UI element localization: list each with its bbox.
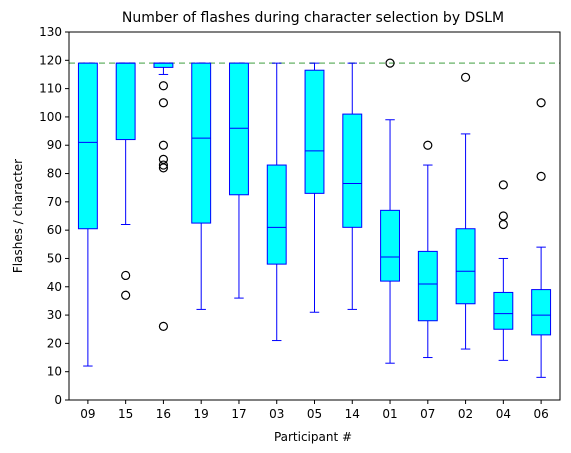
box-iqr — [342, 113, 363, 228]
outlier-point — [158, 163, 169, 173]
y-tick-label: 120 — [39, 53, 62, 67]
y-tick-label: 20 — [47, 336, 62, 350]
box-iqr — [380, 209, 400, 282]
box-iqr — [229, 62, 249, 196]
box-iqr — [191, 62, 212, 224]
box-05 — [304, 62, 325, 313]
x-axis: 09 15 16 19 17 03 05 14 01 07 02 04 06 — [80, 400, 549, 421]
y-tick-label: 50 — [47, 251, 62, 265]
box-06 — [531, 98, 552, 378]
chart-title: Number of flashes during character selec… — [122, 10, 504, 26]
x-tick-label: 19 — [194, 407, 209, 421]
box-iqr — [266, 164, 287, 265]
x-axis-label: Participant # — [274, 430, 352, 444]
box-17 — [229, 62, 249, 299]
x-tick-label: 03 — [269, 407, 284, 421]
y-tick-label: 130 — [39, 25, 62, 39]
box-09 — [77, 62, 98, 367]
box-15 — [115, 62, 136, 300]
y-tick-label: 100 — [39, 110, 62, 124]
x-tick-label: 09 — [80, 407, 95, 421]
y-tick-label: 90 — [47, 138, 62, 152]
outlier-point — [121, 270, 131, 281]
box-iqr — [455, 228, 476, 305]
box-iqr — [77, 62, 98, 230]
outlier-point — [121, 290, 131, 300]
x-tick-label: 15 — [118, 407, 133, 421]
outlier-point — [498, 219, 508, 230]
y-tick-label: 30 — [47, 308, 62, 322]
y-tick-label: 80 — [47, 167, 62, 181]
box-iqr — [153, 62, 174, 68]
outlier-point — [158, 160, 169, 170]
x-tick-label: 05 — [307, 407, 322, 421]
plot-area — [69, 58, 560, 378]
y-axis: 0 10 20 30 40 50 60 70 80 90 100 110 120 130 — [39, 25, 69, 407]
box-02 — [455, 72, 476, 350]
outlier-point — [536, 98, 546, 108]
box-01 — [380, 58, 400, 364]
y-tick-label: 10 — [47, 365, 62, 379]
outlier-point — [498, 211, 508, 221]
box-04 — [493, 180, 514, 361]
box-14 — [342, 62, 363, 310]
box-iqr — [417, 250, 438, 322]
box-iqr — [115, 62, 136, 141]
outlier-point — [423, 140, 433, 150]
box-03 — [266, 62, 287, 342]
outlier-point — [460, 72, 471, 82]
outlier-point — [498, 180, 508, 190]
x-tick-label: 16 — [156, 407, 171, 421]
outlier-point — [158, 81, 169, 91]
x-tick-label: 17 — [231, 407, 246, 421]
x-tick-label: 07 — [420, 407, 435, 421]
x-tick-label: 06 — [533, 407, 548, 421]
box-16 — [153, 62, 174, 331]
y-tick-label: 70 — [47, 195, 62, 209]
box-iqr — [531, 289, 552, 336]
y-tick-label: 40 — [47, 280, 62, 294]
y-tick-label: 0 — [54, 393, 62, 407]
outlier-point — [158, 321, 169, 331]
x-tick-label: 01 — [382, 407, 397, 421]
y-tick-label: 110 — [39, 82, 62, 96]
outlier-point — [158, 140, 169, 150]
box-iqr — [304, 69, 325, 194]
outlier-point — [385, 58, 395, 68]
y-axis-label: Flashes / character — [11, 159, 25, 273]
box-iqr — [493, 291, 514, 330]
x-tick-label: 04 — [496, 407, 511, 421]
outlier-point — [158, 98, 169, 108]
y-tick-label: 60 — [47, 223, 62, 237]
x-tick-label: 02 — [458, 407, 473, 421]
x-tick-label: 14 — [345, 407, 360, 421]
box-19 — [191, 62, 212, 310]
outlier-point — [536, 171, 546, 181]
box-07 — [417, 140, 438, 359]
